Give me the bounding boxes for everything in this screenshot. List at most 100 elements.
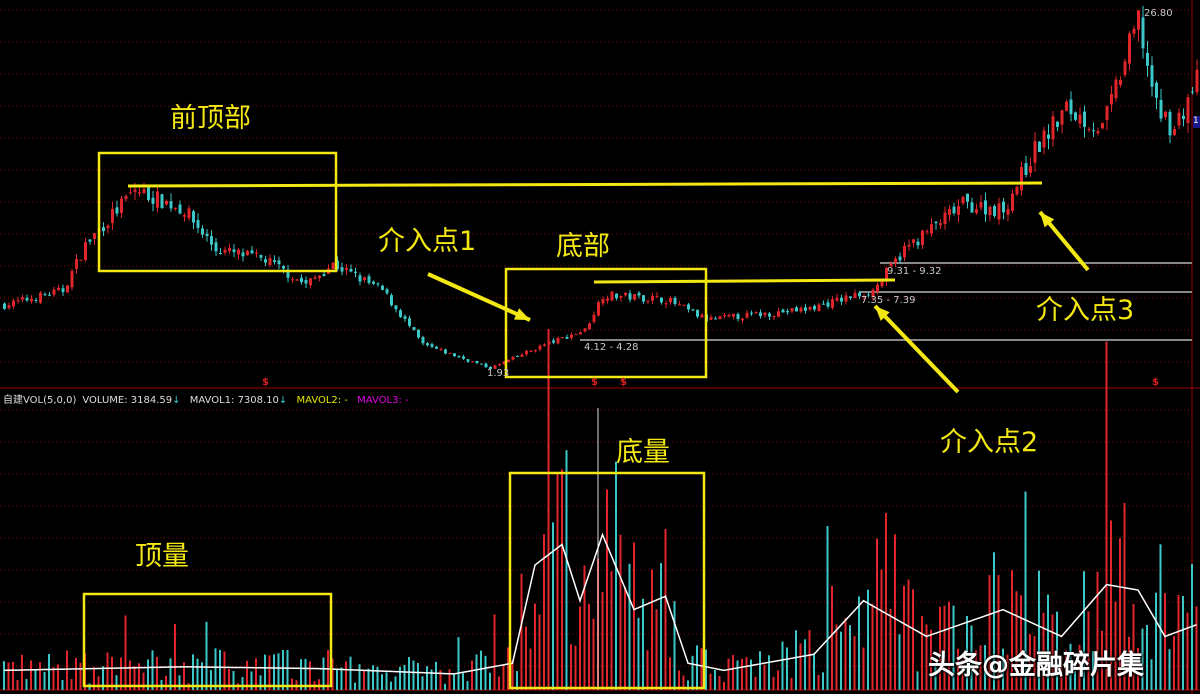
candle-up <box>943 212 947 225</box>
candle-up <box>871 289 875 298</box>
candle-down <box>430 344 434 347</box>
volume-bar <box>682 675 685 690</box>
candle-up <box>1078 114 1082 124</box>
volume-bar <box>615 461 617 690</box>
candle-up <box>624 292 627 296</box>
candle-down <box>642 295 645 302</box>
candle-down <box>822 303 825 305</box>
annotation-box <box>97 151 338 273</box>
volume-bar <box>376 666 379 690</box>
candle-down <box>858 292 861 297</box>
volume-bar <box>741 658 743 690</box>
candle-up <box>237 249 240 255</box>
volume-bar <box>1173 636 1175 690</box>
candle-up <box>111 209 114 223</box>
volume-bar <box>813 653 815 690</box>
candle-up <box>889 263 893 266</box>
candle-down <box>687 304 690 310</box>
candle-down <box>259 254 263 258</box>
volume-bar <box>750 659 752 690</box>
candle-up <box>1164 111 1167 118</box>
volume-bar <box>349 656 352 690</box>
volume-bar <box>471 660 473 690</box>
volume-bar <box>907 579 910 690</box>
volume-bar <box>561 469 563 690</box>
volume-bar <box>520 573 523 690</box>
candle-up <box>12 300 15 307</box>
volume-bar <box>1123 502 1126 690</box>
candle-down <box>1069 99 1073 115</box>
candle-down <box>25 297 29 301</box>
volume-bar <box>475 654 478 690</box>
volume-bar <box>1155 592 1157 690</box>
candle-up <box>502 361 506 364</box>
candle-up <box>853 293 857 298</box>
candle-down <box>781 309 785 313</box>
candle-up <box>133 189 137 192</box>
volume-bar <box>1056 611 1058 690</box>
mavol-line <box>3 532 1197 675</box>
annotation-entry3: 介入点3 <box>1036 295 1135 326</box>
event-marker[interactable]: $ <box>262 377 269 388</box>
candle-up <box>21 297 24 300</box>
volume-bar <box>399 666 401 690</box>
candle-down <box>696 309 699 317</box>
volume-bar <box>381 674 383 690</box>
candle-up <box>561 337 564 339</box>
volume-bar <box>804 639 806 690</box>
candle-up <box>975 209 978 214</box>
event-marker[interactable]: $ <box>591 377 598 388</box>
volume-bar <box>502 664 505 690</box>
volume-bar <box>1042 612 1045 690</box>
volume-bar <box>52 667 55 690</box>
volume-bar <box>763 664 766 690</box>
candle-up <box>1087 129 1091 131</box>
candle-up <box>538 345 542 350</box>
candle-up <box>331 262 335 269</box>
volume-bar <box>390 681 392 690</box>
candle-down <box>412 327 416 330</box>
volume-bar <box>12 661 14 690</box>
volume-bar <box>916 671 919 690</box>
volume-bar <box>394 676 397 690</box>
volume-bar <box>93 666 95 690</box>
volume-bar <box>354 682 356 690</box>
candle-down <box>565 337 569 339</box>
candle-down <box>759 312 762 317</box>
candle-down <box>34 299 38 301</box>
volume-bar <box>768 655 770 690</box>
volume-bar <box>21 654 23 690</box>
high-price-label: 26.80 <box>1144 8 1173 19</box>
annotation-entry1: 介入点1 <box>378 226 477 257</box>
candle-down <box>813 305 816 310</box>
candle-down <box>417 329 420 338</box>
candle-up <box>979 202 983 208</box>
candle-up <box>997 203 1001 220</box>
candle-down <box>381 285 384 290</box>
volume-bar <box>610 571 613 690</box>
event-marker[interactable]: $ <box>620 377 627 388</box>
volume-bar <box>714 670 716 690</box>
volume-bar <box>921 616 923 690</box>
volume-bar <box>1132 604 1135 690</box>
volume-bar <box>1078 644 1081 690</box>
candle-up <box>543 344 546 346</box>
volume-bar <box>286 650 289 690</box>
volume-bar <box>43 671 46 690</box>
volume-bar <box>822 672 824 690</box>
down-arrow-icon: ↓ <box>172 395 181 406</box>
volume-bar <box>930 629 932 690</box>
candle-up <box>633 294 636 300</box>
candle-down <box>673 297 677 305</box>
annotation-bottom-volume: 底量 <box>616 437 670 468</box>
volume-bar <box>1024 491 1027 690</box>
volume-bar <box>795 630 797 690</box>
event-marker[interactable]: $ <box>1152 377 1159 388</box>
volume-bar <box>358 664 361 690</box>
candle-up <box>498 363 501 366</box>
volume-bar <box>192 654 194 690</box>
candle-up <box>682 304 686 306</box>
volume-bar <box>871 603 874 690</box>
